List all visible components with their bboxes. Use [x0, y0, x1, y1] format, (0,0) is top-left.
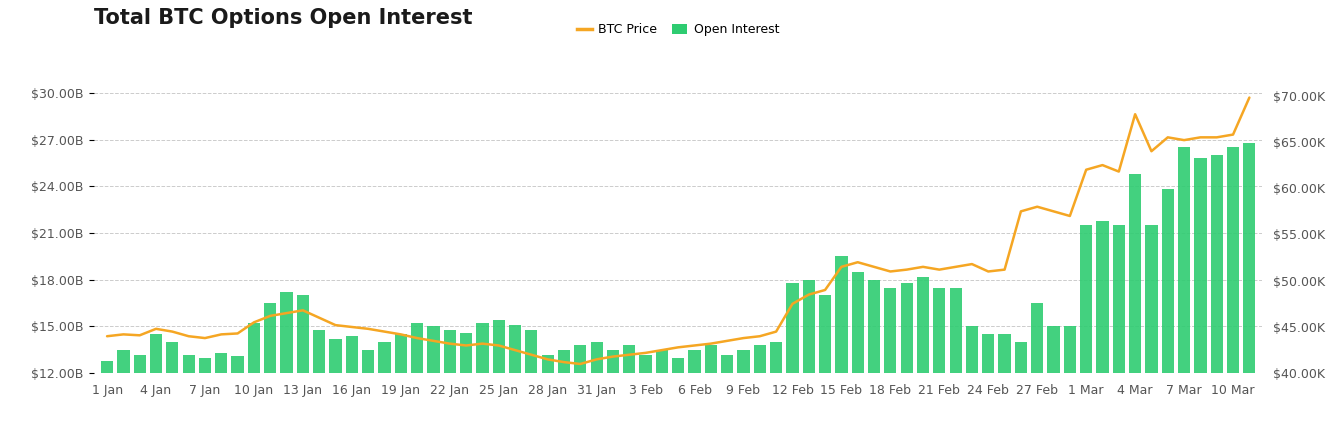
Bar	[1015, 342, 1027, 429]
Bar	[133, 354, 146, 429]
Bar	[737, 350, 749, 429]
Bar	[265, 303, 277, 429]
Bar	[183, 354, 195, 429]
Bar	[901, 283, 913, 429]
Bar	[541, 354, 553, 429]
Bar	[966, 326, 978, 429]
Bar	[705, 345, 717, 429]
Bar	[493, 320, 505, 429]
Bar	[1210, 155, 1223, 429]
Bar	[199, 358, 211, 429]
Bar	[329, 339, 341, 429]
Bar	[363, 350, 375, 429]
Bar	[117, 350, 129, 429]
Bar	[1244, 143, 1256, 429]
Bar	[868, 280, 880, 429]
Bar	[1146, 225, 1158, 429]
Bar	[575, 345, 587, 429]
Bar	[786, 283, 799, 429]
Bar	[982, 334, 994, 429]
Bar	[607, 350, 619, 429]
Bar	[150, 334, 163, 429]
Bar	[215, 353, 227, 429]
Bar	[835, 257, 847, 429]
Bar	[443, 329, 455, 429]
Bar	[509, 325, 521, 429]
Bar	[672, 358, 685, 429]
Bar	[411, 323, 423, 429]
Bar	[1162, 189, 1174, 429]
Bar	[1113, 225, 1125, 429]
Bar	[933, 287, 945, 429]
Bar	[998, 334, 1011, 429]
Bar	[231, 356, 243, 429]
Bar	[167, 342, 179, 429]
Bar	[950, 287, 962, 429]
Bar	[591, 342, 603, 429]
Bar	[395, 334, 407, 429]
Bar	[753, 345, 766, 429]
Bar	[689, 350, 701, 429]
Bar	[1064, 326, 1076, 429]
Bar	[557, 350, 571, 429]
Bar	[281, 292, 293, 429]
Legend: BTC Price, Open Interest: BTC Price, Open Interest	[572, 18, 784, 41]
Bar	[851, 272, 864, 429]
Bar	[1228, 147, 1240, 429]
Bar	[297, 295, 309, 429]
Bar	[819, 295, 831, 429]
Text: Total BTC Options Open Interest: Total BTC Options Open Interest	[94, 9, 473, 28]
Bar	[1096, 221, 1108, 429]
Bar	[427, 326, 439, 429]
Bar	[1080, 225, 1092, 429]
Bar	[379, 342, 391, 429]
Bar	[721, 354, 733, 429]
Bar	[248, 323, 261, 429]
Bar	[1031, 303, 1044, 429]
Bar	[345, 336, 359, 429]
Bar	[313, 329, 325, 429]
Bar	[639, 354, 651, 429]
Bar	[101, 361, 113, 429]
Bar	[1129, 174, 1142, 429]
Bar	[770, 342, 782, 429]
Bar	[655, 350, 667, 429]
Bar	[477, 323, 489, 429]
Bar	[459, 333, 473, 429]
Bar	[1178, 147, 1190, 429]
Bar	[525, 329, 537, 429]
Bar	[623, 345, 635, 429]
Bar	[917, 277, 929, 429]
Bar	[1048, 326, 1060, 429]
Bar	[884, 287, 897, 429]
Bar	[1194, 158, 1206, 429]
Bar	[803, 280, 815, 429]
